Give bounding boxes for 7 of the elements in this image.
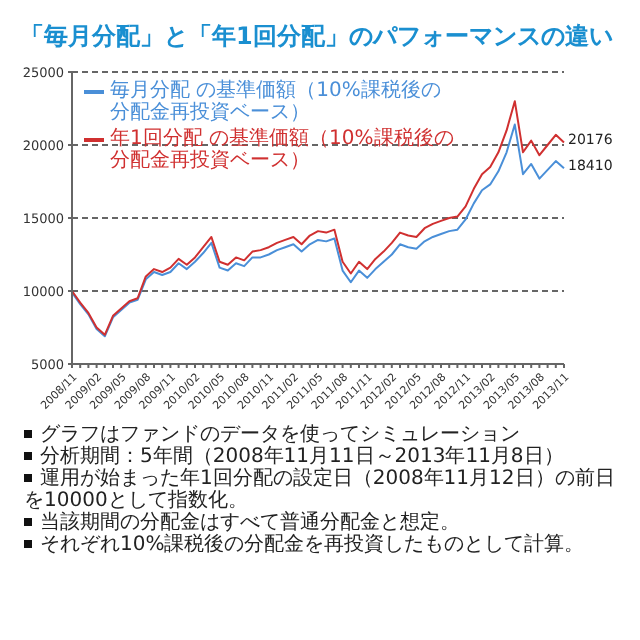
legend-label: 毎月分配 の基準価額（10%課税後の分配金再投資ベース）	[110, 80, 443, 124]
text: 分析期間：5年間（2008年11月11日～2013年11月8日）	[38, 446, 566, 468]
text: グラフはファンドのデータを使ってシミュレーション	[38, 424, 522, 446]
text: 運用が始まった年1回分配の設定日（2008年11月12日）の前日を10000として指数化。	[24, 468, 616, 512]
text: 当該期間の分配金はすべて普通分配金と想定。	[38, 512, 462, 534]
text: それぞれ10%課税後の分配金を再投資したものとして計算。	[38, 534, 587, 556]
chart-title: 「毎月分配」と「年1回分配」のパフォーマンスの違い	[20, 20, 613, 54]
